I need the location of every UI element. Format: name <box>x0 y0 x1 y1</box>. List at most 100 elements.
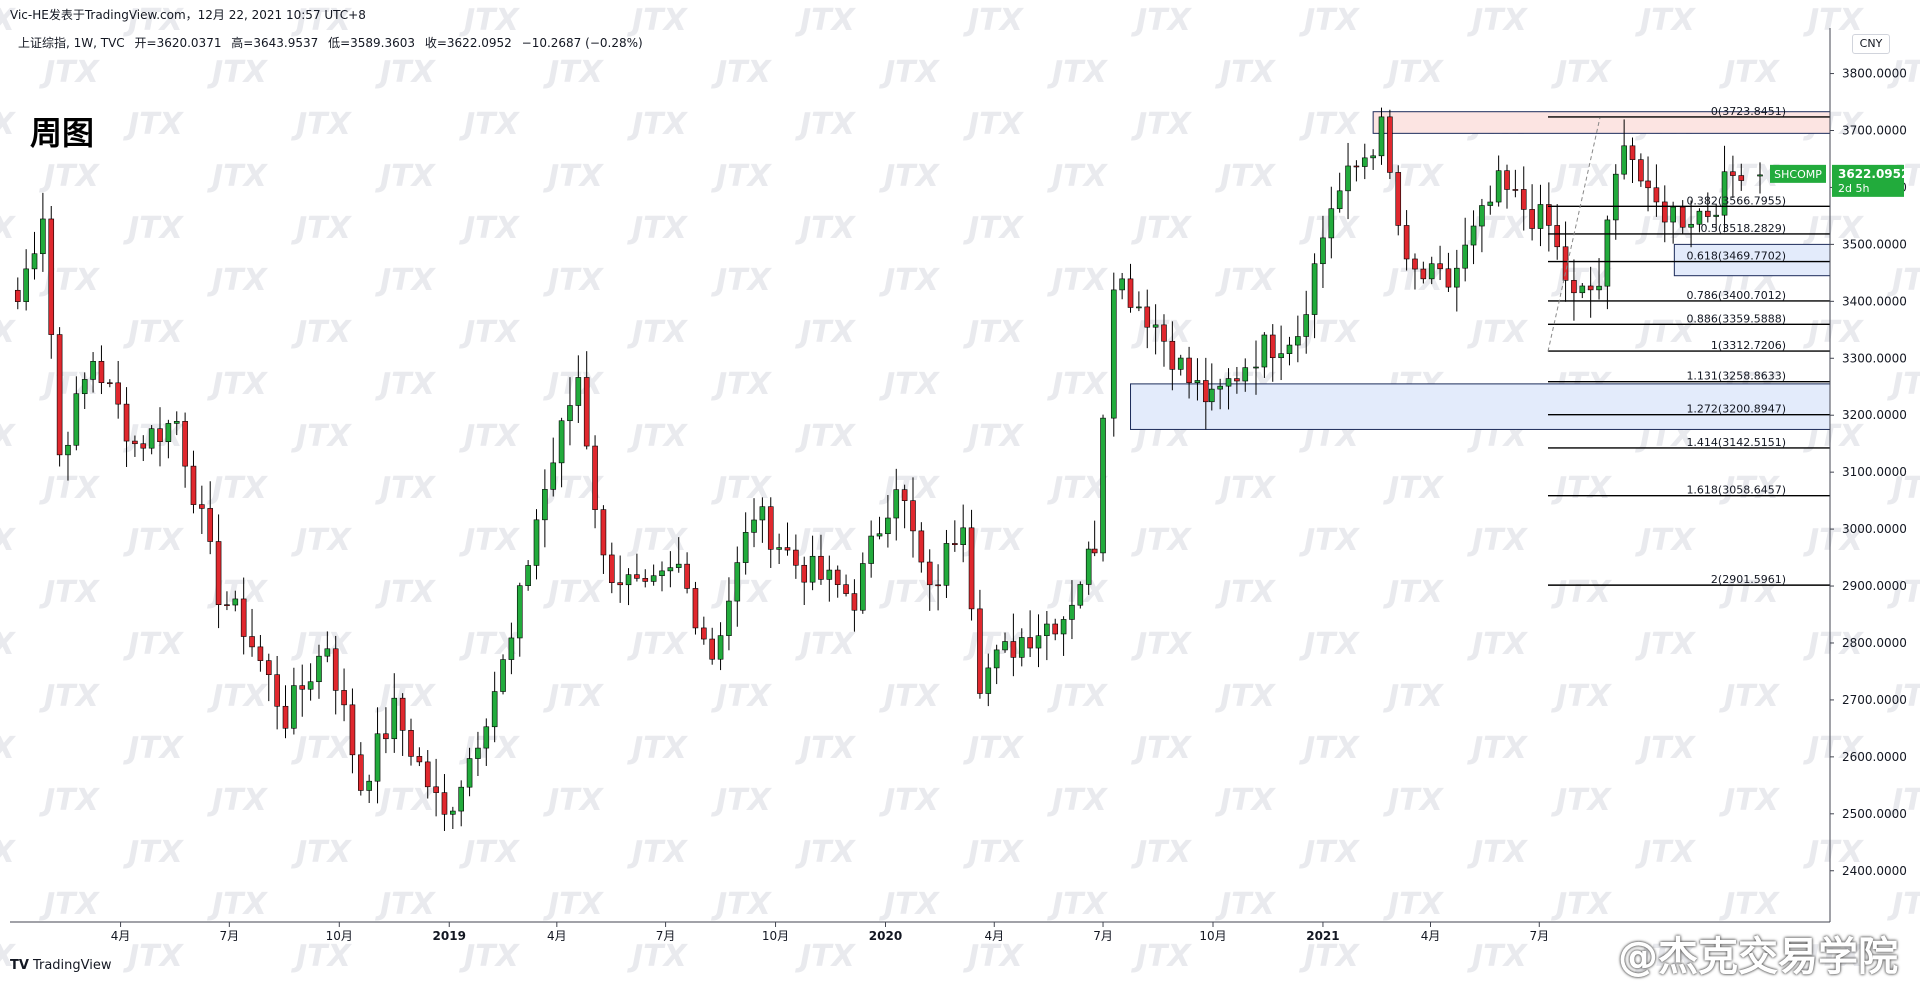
candle <box>148 425 155 455</box>
candle <box>1537 184 1544 247</box>
candle-body <box>1234 378 1240 382</box>
candle <box>826 555 833 602</box>
watermark-text: JTX <box>879 159 941 194</box>
candle <box>14 277 21 310</box>
y-tick-label: 3500.0000 <box>1842 237 1907 251</box>
candle <box>207 481 214 555</box>
candle <box>1035 614 1042 668</box>
watermark-text: JTX <box>123 315 185 350</box>
watermark-text: JTX <box>1383 783 1445 818</box>
candle-body <box>1554 225 1561 248</box>
zone-layer <box>1130 111 1831 430</box>
watermark-text: JTX <box>1719 991 1781 993</box>
watermark-text: JTX <box>207 367 269 402</box>
fib-level: 0.382(3566.7955) <box>1548 194 1830 207</box>
candle <box>1336 172 1343 213</box>
candle <box>1203 357 1209 430</box>
watermark-text: JTX <box>1215 887 1277 922</box>
watermark-text: JTX <box>291 627 353 662</box>
candle-body <box>31 253 38 270</box>
watermark-text: JTX <box>1719 55 1781 90</box>
fib-label: 1.131(3258.8633) <box>1686 370 1786 383</box>
watermark-text: JTX <box>459 107 521 142</box>
candle-body <box>1044 623 1050 637</box>
candle <box>600 505 607 574</box>
watermark-text: JTX <box>627 419 689 454</box>
candle-body <box>1203 380 1209 403</box>
candle <box>583 351 590 450</box>
watermark-text: JTX <box>963 939 1025 974</box>
candle <box>567 377 573 446</box>
candle <box>1445 252 1452 292</box>
y-tick-label: 2900.0000 <box>1842 579 1907 593</box>
watermark-text: JTX <box>1047 783 1109 818</box>
watermark-text: JTX <box>375 55 437 90</box>
candle-body <box>1653 187 1660 203</box>
candle <box>1052 618 1059 641</box>
candle <box>801 556 808 606</box>
candle-body <box>1395 172 1402 226</box>
watermark-text: JTX <box>1551 887 1613 922</box>
watermark-text: JTX <box>1635 627 1697 662</box>
close-value: 收=3622.0952 <box>424 36 512 50</box>
candle <box>1320 215 1326 288</box>
price-tag-value: 3622.0952 <box>1838 167 1909 181</box>
candle <box>1512 169 1519 198</box>
x-tick-label: 4月 <box>547 929 567 943</box>
candle <box>349 688 356 774</box>
currency-button[interactable]: CNY <box>1852 34 1890 54</box>
watermark-text: JTX <box>879 991 941 993</box>
fib-level: 1.618(3058.6457) <box>1548 484 1830 497</box>
candle-body <box>40 218 46 255</box>
watermark-text: JTX <box>207 783 269 818</box>
watermark-text: JTX <box>291 523 353 558</box>
candle-body <box>466 758 473 788</box>
candle-body <box>349 704 356 756</box>
tradingview-logo[interactable]: TV TradingView <box>10 958 111 973</box>
fib-level: 0.786(3400.7012) <box>1548 289 1830 302</box>
candle-body <box>826 569 833 580</box>
candle-body <box>1512 189 1519 191</box>
fib-level: 0.618(3469.7702) <box>1548 250 1830 263</box>
candle <box>1044 611 1050 661</box>
price-axis[interactable]: 3800.00003700.00003600.00003500.00003400… <box>1830 67 1907 878</box>
watermark-text: JTX <box>879 887 941 922</box>
watermark-text: JTX <box>879 55 941 90</box>
symbol-info[interactable]: 上证综指, 1W, TVC <box>18 36 125 50</box>
watermark-text: JTX <box>1467 3 1529 38</box>
watermark-text: JTX <box>1467 315 1529 350</box>
candle <box>901 484 908 529</box>
watermark-text: JTX <box>879 471 941 506</box>
watermark-text: JTX <box>795 523 857 558</box>
candle-body <box>324 648 331 657</box>
candle <box>709 627 715 665</box>
candle <box>215 514 222 629</box>
watermark-text: JTX <box>1131 107 1193 142</box>
time-axis[interactable]: 4月 7月 10月 2019 4月 7月 10月 2020 4月 7月 10月 2021 4月 7月 <box>111 922 1549 943</box>
watermark-text: JTX <box>0 211 17 246</box>
candle <box>575 355 582 423</box>
candle-body <box>1688 223 1694 228</box>
watermark-text: JTX <box>1551 471 1613 506</box>
candle <box>249 608 255 657</box>
watermark-text: JTX <box>1215 263 1277 298</box>
candle-body <box>734 562 741 602</box>
candle <box>893 468 900 541</box>
candle-body <box>1269 334 1276 359</box>
candle <box>1303 290 1310 354</box>
watermark-text: JTX <box>39 679 101 714</box>
fib-level: 2(2901.5961) <box>1548 573 1830 586</box>
candle <box>265 653 272 702</box>
watermark-text: JTX <box>1467 939 1529 974</box>
candle <box>1225 368 1232 410</box>
watermark-text: JTX <box>459 3 521 38</box>
watermark-text: JTX <box>0 939 17 974</box>
watermark-text: JTX <box>207 263 269 298</box>
candle <box>1437 245 1443 281</box>
candle <box>1462 217 1468 282</box>
candle <box>918 522 925 573</box>
candle-body <box>1161 324 1167 342</box>
watermark-text: JTX <box>1887 887 1920 922</box>
